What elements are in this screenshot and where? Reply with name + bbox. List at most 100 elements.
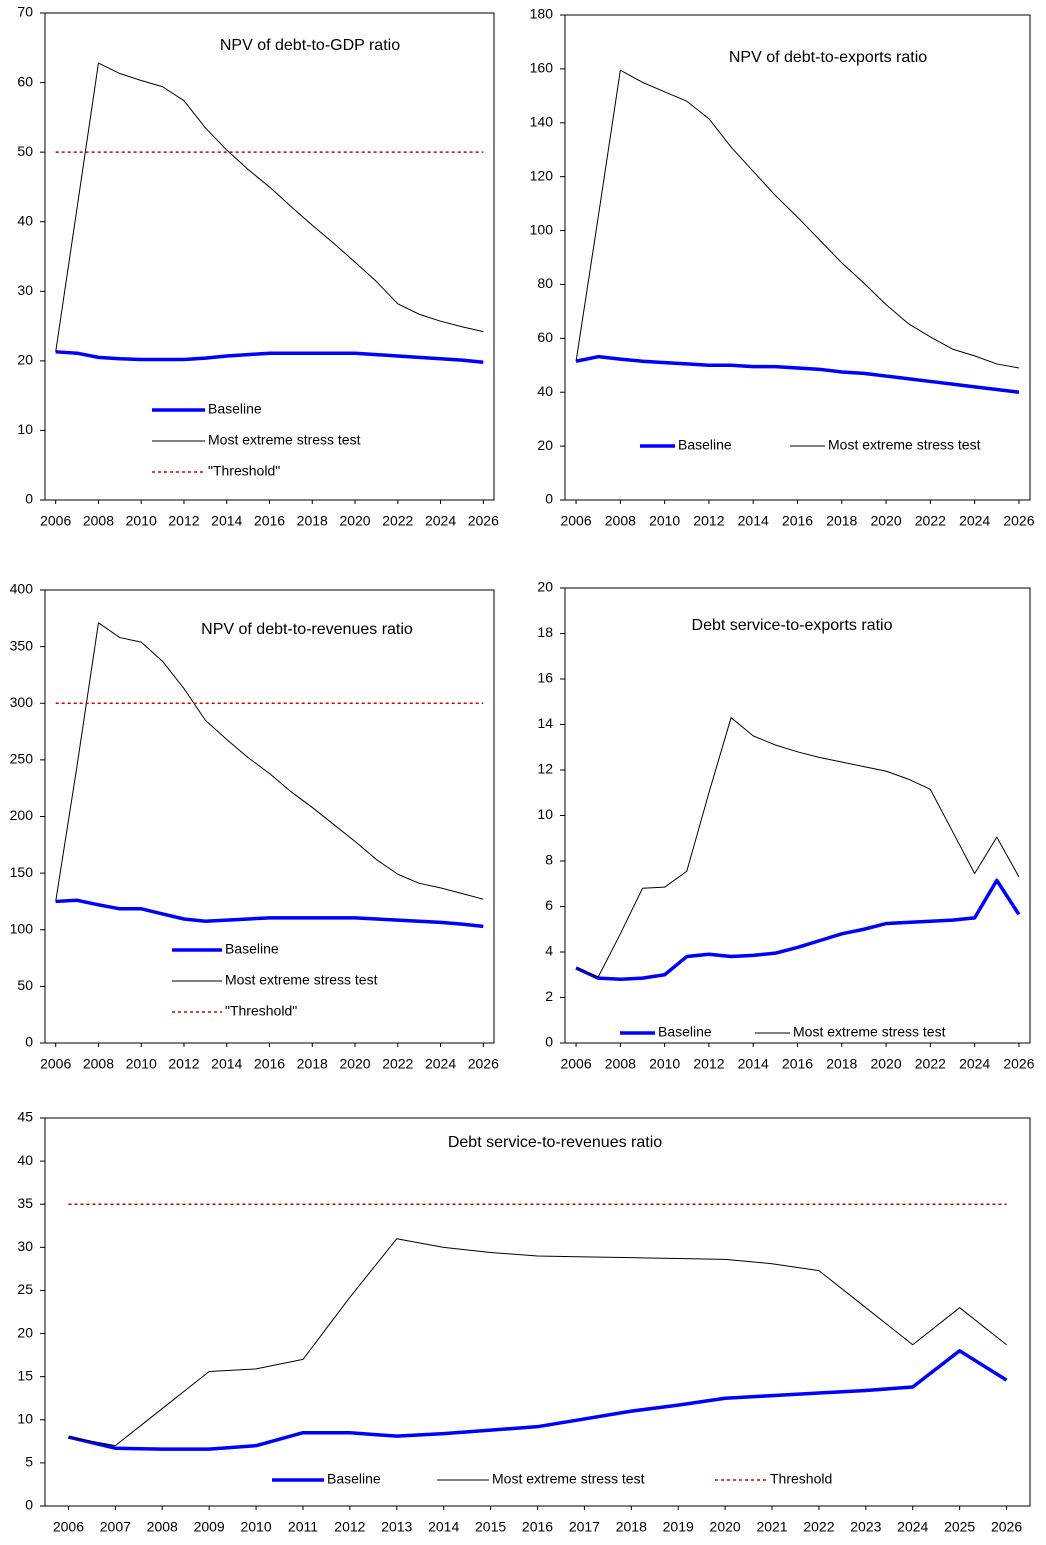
x-tick-label: 2008 (83, 513, 114, 529)
series-line (55, 622, 484, 902)
x-tick-label: 2026 (468, 513, 499, 529)
x-tick-label: 2018 (826, 513, 857, 529)
chart-title: Debt service-to-exports ratio (692, 617, 893, 634)
legend-label: Most extreme stress test (793, 1024, 946, 1040)
x-tick-label: 2007 (100, 1519, 131, 1535)
chart-title: NPV of debt-to-exports ratio (729, 49, 927, 66)
x-tick-label: 2021 (756, 1519, 787, 1535)
y-tick-label: 10 (537, 806, 553, 822)
x-tick-label: 2006 (53, 1519, 84, 1535)
x-tick-label: 2010 (126, 513, 157, 529)
legend-label: Most extreme stress test (492, 1471, 645, 1487)
legend-label: "Threshold" (208, 463, 280, 479)
x-tick-label: 2024 (425, 1056, 456, 1072)
x-tick-label: 2020 (870, 1056, 901, 1072)
y-tick-label: 45 (17, 1109, 33, 1125)
x-tick-label: 2019 (663, 1519, 694, 1535)
y-tick-label: 50 (17, 977, 33, 993)
y-tick-label: 120 (530, 167, 554, 183)
y-tick-label: 100 (530, 221, 554, 237)
y-tick-label: 8 (545, 852, 553, 868)
x-tick-label: 2014 (211, 1056, 242, 1072)
series-line (55, 350, 484, 364)
series-line (575, 69, 1020, 369)
x-tick-label: 2010 (649, 1056, 680, 1072)
y-tick-label: 60 (537, 329, 553, 345)
y-tick-label: 15 (17, 1367, 33, 1383)
x-tick-label: 2026 (991, 1519, 1022, 1535)
y-tick-label: 70 (17, 4, 33, 20)
series-line (68, 1349, 1008, 1451)
y-tick-label: 12 (537, 761, 553, 777)
x-tick-label: 2022 (915, 1056, 946, 1072)
x-tick-label: 2006 (40, 1056, 71, 1072)
x-tick-label: 2012 (168, 513, 199, 529)
plot-frame (564, 587, 1031, 1044)
x-tick-label: 2022 (803, 1519, 834, 1535)
x-tick-label: 2012 (168, 1056, 199, 1072)
y-tick-label: 18 (537, 624, 553, 640)
x-tick-label: 2026 (1003, 513, 1034, 529)
y-tick-label: 250 (10, 751, 34, 767)
y-tick-label: 6 (545, 897, 553, 913)
y-tick-label: 160 (530, 60, 554, 76)
x-tick-label: 2016 (782, 1056, 813, 1072)
chart: 0 50 100 150 200 250 300 350 400 2006 2008 2010 2012… (10, 581, 499, 1072)
y-tick-label: 100 (10, 920, 34, 936)
x-tick-label: 2011 (288, 1519, 318, 1535)
x-tick-label: 2025 (944, 1519, 975, 1535)
legend-label: Most extreme stress test (208, 432, 361, 448)
y-tick-label: 60 (17, 73, 33, 89)
x-tick-label: 2017 (569, 1519, 600, 1535)
y-tick-label: 0 (545, 1034, 553, 1050)
y-tick-label: 30 (17, 1238, 33, 1254)
y-tick-label: 5 (25, 1454, 33, 1470)
series-line (55, 898, 484, 929)
chart: 0 2 4 6 8 10 12 14 16 18 20 2006 2008 2010 2012 2014 201… (537, 579, 1034, 1072)
legend-label: Baseline (327, 1471, 381, 1487)
x-tick-label: 2014 (738, 513, 769, 529)
legend-label: Baseline (225, 941, 279, 957)
x-tick-label: 2010 (126, 1056, 157, 1072)
y-tick-label: 0 (25, 1034, 33, 1050)
series-line (68, 1238, 1007, 1447)
x-tick-label: 2018 (616, 1519, 647, 1535)
y-tick-label: 20 (537, 437, 553, 453)
x-tick-label: 2018 (826, 1056, 857, 1072)
legend-label: "Threshold" (225, 1003, 297, 1019)
x-tick-label: 2022 (382, 1056, 413, 1072)
y-tick-label: 40 (537, 383, 553, 399)
chart-title: NPV of debt-to-GDP ratio (220, 37, 400, 54)
y-tick-label: 200 (10, 807, 34, 823)
series-line (55, 62, 484, 352)
y-tick-label: 30 (17, 282, 33, 298)
y-tick-label: 10 (17, 421, 33, 437)
x-tick-label: 2018 (297, 513, 328, 529)
chart: 0 20 40 60 80 100 120 140 160 180 2006 2008 2010 2012… (530, 6, 1035, 529)
y-tick-label: 20 (537, 579, 553, 595)
x-tick-label: 2006 (40, 513, 71, 529)
legend-label: Most extreme stress test (225, 972, 378, 988)
x-tick-label: 2015 (475, 1519, 506, 1535)
x-tick-label: 2018 (297, 1056, 328, 1072)
y-tick-label: 0 (25, 1497, 33, 1513)
legend-label: Threshold (770, 1471, 832, 1487)
y-tick-label: 25 (17, 1281, 33, 1297)
y-tick-label: 150 (10, 864, 34, 880)
x-tick-label: 2024 (425, 513, 456, 529)
x-tick-label: 2014 (211, 513, 242, 529)
series-line (575, 354, 1020, 394)
y-tick-label: 40 (17, 1152, 33, 1168)
x-tick-label: 2008 (83, 1056, 114, 1072)
x-tick-label: 2024 (959, 1056, 990, 1072)
y-tick-label: 50 (17, 143, 33, 159)
y-tick-label: 300 (10, 694, 34, 710)
x-tick-label: 2016 (782, 513, 813, 529)
x-tick-label: 2016 (522, 1519, 553, 1535)
y-tick-label: 14 (537, 715, 553, 731)
x-tick-label: 2012 (693, 513, 724, 529)
y-tick-label: 80 (537, 275, 553, 291)
y-tick-label: 140 (530, 113, 554, 129)
x-tick-label: 2024 (959, 513, 990, 529)
